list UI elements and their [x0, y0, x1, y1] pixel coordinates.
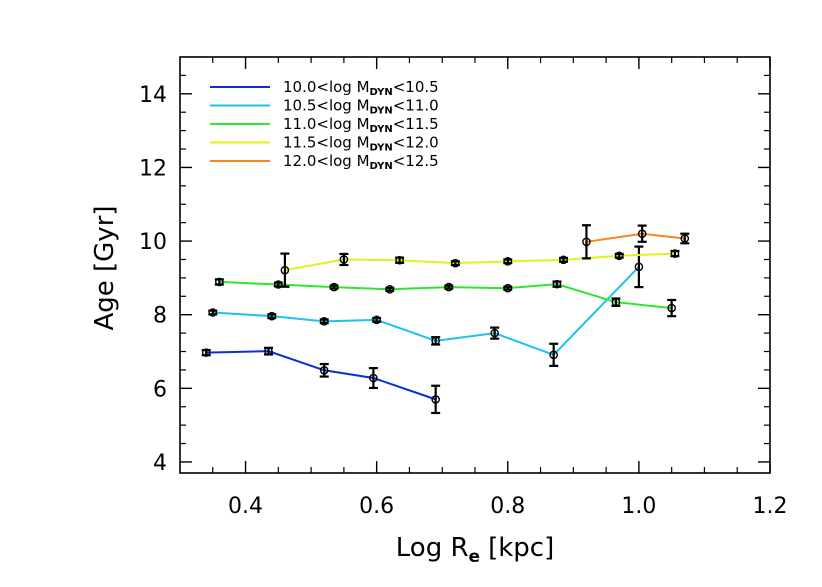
data-point	[611, 297, 621, 307]
y-tick-label: 4	[153, 451, 167, 476]
legend-label: 11.5<log MDYN<12.0	[283, 134, 439, 154]
data-point	[614, 251, 624, 261]
legend-label: 10.5<log MDYN<11.0	[283, 97, 439, 117]
data-point	[444, 282, 454, 292]
y-tick-label: 8	[153, 304, 167, 329]
data-point	[201, 348, 211, 357]
data-point	[634, 262, 644, 272]
y-axis-title: Age [Gyr]	[90, 205, 120, 330]
data-point	[549, 350, 558, 360]
data-point	[503, 283, 513, 293]
data-point	[431, 395, 440, 404]
x-tick-label: 0.4	[228, 494, 263, 519]
data-point	[680, 234, 690, 243]
data-point	[208, 308, 218, 317]
data-point	[582, 237, 591, 247]
x-tick-label: 1.2	[753, 494, 788, 519]
ticks-layer: 0.4 0.6 0.8 1.0 1.2 4 6 8 10 12 14	[139, 57, 788, 519]
series-1	[201, 346, 441, 415]
data-point	[274, 280, 283, 289]
data-point	[385, 284, 395, 294]
data-point	[319, 365, 329, 375]
y-tick-label: 10	[139, 230, 167, 255]
data-point	[395, 255, 404, 265]
series-line	[212, 266, 640, 356]
y-tick-label: 12	[139, 156, 167, 181]
legend-label: 12.0<log MDYN<12.5	[283, 152, 439, 172]
data-point	[670, 249, 680, 258]
x-tick-label: 0.6	[359, 494, 394, 519]
series-layer	[201, 224, 690, 415]
data-point	[215, 277, 224, 287]
data-point	[503, 257, 513, 266]
data-point	[264, 346, 273, 356]
x-axis-title-subscript: e	[469, 547, 481, 567]
data-point	[552, 279, 562, 289]
data-point	[667, 303, 676, 313]
data-point	[339, 255, 349, 264]
data-point	[329, 282, 339, 292]
data-point	[431, 336, 440, 346]
series-5	[581, 224, 690, 260]
data-point	[319, 317, 329, 326]
y-tick-label: 6	[153, 377, 167, 402]
y-tick-label: 14	[139, 83, 167, 108]
legend-label: 10.0<log MDYN<10.5	[283, 78, 439, 98]
data-point	[372, 315, 381, 325]
data-point	[280, 265, 290, 275]
series-3	[214, 277, 677, 318]
series-line	[206, 350, 436, 401]
x-tick-label: 1.0	[621, 494, 656, 519]
x-tick-label: 0.8	[490, 494, 525, 519]
legend-label: 11.0<log MDYN<11.5	[283, 115, 439, 135]
series-2	[208, 245, 644, 367]
series-line	[586, 232, 685, 243]
series-4	[280, 249, 680, 288]
legend: 10.0<log MDYN<10.510.5<log MDYN<11.011.0…	[210, 78, 439, 172]
data-point	[451, 258, 460, 268]
data-point	[267, 311, 277, 321]
data-point	[490, 328, 499, 338]
plot-frame	[179, 56, 771, 474]
data-point	[559, 255, 568, 265]
x-axis-title: Log Re [kpc]	[396, 533, 554, 567]
series-line	[284, 252, 675, 272]
data-point	[369, 373, 378, 383]
data-point	[637, 229, 647, 239]
